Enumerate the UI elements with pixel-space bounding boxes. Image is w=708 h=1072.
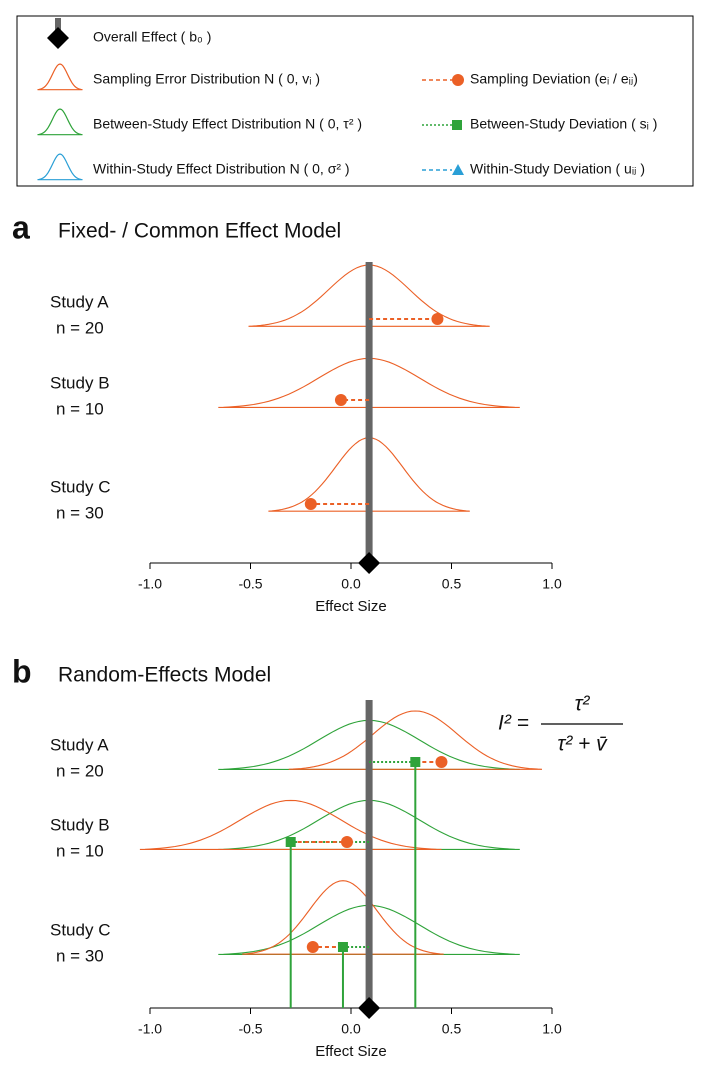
x-tick-label: 1.0 bbox=[542, 576, 562, 592]
observed-point bbox=[435, 756, 448, 768]
legend-label: Sampling Deviation (eᵢ / eᵢⱼ) bbox=[470, 71, 638, 87]
study-name: Study A bbox=[50, 735, 109, 754]
x-tick-label: -0.5 bbox=[238, 576, 262, 592]
formula-lhs: I² = bbox=[498, 712, 529, 735]
legend-box bbox=[16, 15, 694, 187]
formula-numerator: τ² bbox=[575, 693, 591, 716]
study-name: Study B bbox=[50, 373, 110, 392]
legend-marker bbox=[452, 120, 462, 130]
observed-point bbox=[340, 836, 353, 848]
overall-effect-diamond bbox=[358, 997, 381, 1019]
legend-marker bbox=[452, 164, 464, 175]
x-tick-label: -1.0 bbox=[138, 576, 162, 592]
legend-label: Within-Study Effect Distribution N ( 0, … bbox=[93, 161, 350, 177]
legend-diamond bbox=[47, 27, 69, 49]
sampling-distribution bbox=[139, 799, 442, 850]
observed-point bbox=[304, 498, 317, 510]
study-n: n = 20 bbox=[56, 318, 104, 337]
formula-denominator: τ² + v̄ bbox=[557, 733, 608, 756]
panel-label: b bbox=[12, 653, 32, 689]
legend-label: Between-Study Effect Distribution N ( 0,… bbox=[93, 116, 362, 132]
sampling-distribution bbox=[288, 710, 543, 770]
legend-label: Between-Study Deviation ( sᵢ ) bbox=[470, 116, 657, 132]
study-n: n = 10 bbox=[56, 399, 104, 418]
study-n: n = 10 bbox=[56, 841, 104, 860]
study-n: n = 20 bbox=[56, 761, 104, 780]
x-tick-label: -0.5 bbox=[238, 1021, 262, 1037]
legend-marker bbox=[452, 74, 464, 86]
study-n: n = 30 bbox=[56, 503, 104, 522]
legend-label: Overall Effect ( b₀ ) bbox=[93, 29, 211, 45]
x-tick-label: 0.0 bbox=[341, 576, 361, 592]
x-tick-label: 0.0 bbox=[341, 1021, 361, 1037]
legend-bar bbox=[55, 18, 61, 34]
observed-point bbox=[306, 941, 319, 953]
study-name: Study A bbox=[50, 292, 109, 311]
legend-curve bbox=[37, 153, 83, 181]
true-effect-point bbox=[410, 757, 421, 767]
true-effect-point bbox=[285, 837, 296, 847]
x-tick-label: -1.0 bbox=[138, 1021, 162, 1037]
true-effect-point bbox=[337, 942, 348, 952]
observed-point bbox=[431, 313, 444, 325]
study-name: Study B bbox=[50, 815, 110, 834]
study-n: n = 30 bbox=[56, 946, 104, 965]
x-tick-label: 0.5 bbox=[442, 576, 462, 592]
observed-point bbox=[334, 394, 347, 406]
legend-label: Within-Study Deviation ( uᵢⱼ ) bbox=[470, 161, 645, 177]
x-axis-label: Effect Size bbox=[315, 598, 386, 615]
sampling-distribution bbox=[242, 880, 444, 955]
study-name: Study C bbox=[50, 477, 110, 496]
x-tick-label: 1.0 bbox=[542, 1021, 562, 1037]
study-name: Study C bbox=[50, 920, 110, 939]
legend-curve bbox=[37, 63, 83, 91]
panel-title: Fixed- / Common Effect Model bbox=[58, 220, 341, 243]
overall-effect-bar bbox=[365, 262, 373, 563]
panel-title: Random-Effects Model bbox=[58, 664, 271, 687]
x-tick-label: 0.5 bbox=[442, 1021, 462, 1037]
legend-label: Sampling Error Distribution N ( 0, vᵢ ) bbox=[93, 71, 320, 87]
overall-effect-bar bbox=[365, 700, 373, 1008]
panel-label: a bbox=[12, 209, 30, 245]
legend-curve bbox=[37, 108, 83, 136]
overall-effect-diamond bbox=[358, 552, 381, 574]
x-axis-label: Effect Size bbox=[315, 1043, 386, 1060]
